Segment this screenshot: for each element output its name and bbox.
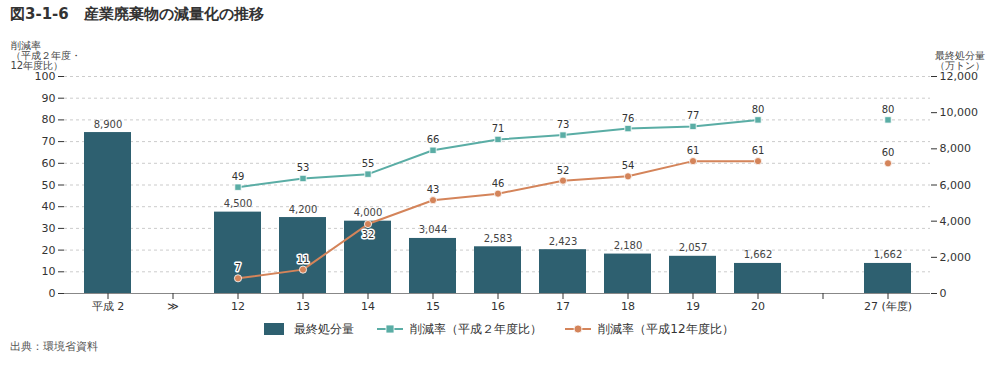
svg-text:43: 43 (427, 184, 440, 195)
svg-text:最終処分量（万トン）: 最終処分量（万トン） (935, 50, 985, 71)
svg-text:2,057: 2,057 (679, 242, 708, 253)
svg-text:32: 32 (362, 229, 375, 240)
svg-text:73: 73 (557, 119, 570, 130)
svg-text:55: 55 (362, 158, 375, 169)
svg-text:8,900: 8,900 (94, 119, 123, 130)
svg-text:70: 70 (42, 135, 56, 148)
svg-text:17: 17 (556, 300, 570, 313)
svg-text:7: 7 (235, 262, 241, 273)
svg-text:61: 61 (687, 145, 700, 156)
svg-text:80: 80 (42, 113, 56, 126)
svg-text:20: 20 (42, 244, 56, 257)
svg-text:1,662: 1,662 (744, 249, 773, 260)
svg-text:27 (年度): 27 (年度) (864, 300, 912, 313)
svg-text:76: 76 (622, 113, 635, 124)
svg-text:50: 50 (42, 179, 56, 192)
svg-text:49: 49 (232, 171, 245, 182)
svg-text:3,044: 3,044 (419, 224, 448, 235)
svg-text:15: 15 (426, 300, 440, 313)
svg-text:≫: ≫ (167, 300, 179, 313)
svg-text:54: 54 (622, 160, 635, 171)
svg-text:0: 0 (940, 287, 947, 300)
svg-text:14: 14 (361, 300, 375, 313)
svg-text:18: 18 (621, 300, 635, 313)
svg-text:100: 100 (35, 70, 56, 83)
svg-text:4,200: 4,200 (289, 204, 318, 215)
svg-text:20: 20 (751, 300, 765, 313)
svg-text:40: 40 (42, 200, 56, 213)
svg-text:52: 52 (557, 165, 570, 176)
svg-text:12,000: 12,000 (940, 70, 979, 83)
html-text:削減率（平成２年度比）: 削減率（平成２年度比） (410, 321, 543, 336)
svg-text:71: 71 (492, 123, 505, 134)
svg-text:13: 13 (296, 300, 310, 313)
svg-text:53: 53 (297, 162, 310, 173)
svg-text:90: 90 (42, 92, 56, 105)
svg-text:2,583: 2,583 (484, 233, 513, 244)
svg-text:12: 12 (231, 300, 245, 313)
html-text:図3-1-6 産業廃棄物の減量化の推移: 図3-1-6 産業廃棄物の減量化の推移 (10, 5, 264, 23)
svg-text:11: 11 (297, 254, 310, 265)
svg-text:削減率（平成２年度・12年度比）: 削減率（平成２年度・12年度比） (11, 40, 81, 71)
html-text:最終処分量: 最終処分量 (294, 321, 355, 336)
svg-text:4,000: 4,000 (940, 215, 972, 228)
svg-text:30: 30 (42, 222, 56, 235)
svg-text:16: 16 (491, 300, 505, 313)
svg-text:1,662: 1,662 (874, 249, 903, 260)
svg-text:平成 2: 平成 2 (92, 300, 125, 313)
svg-text:2,180: 2,180 (614, 240, 643, 251)
svg-text:19: 19 (686, 300, 700, 313)
svg-text:61: 61 (752, 145, 765, 156)
html-text:削減率（平成12年度比）: 削減率（平成12年度比） (598, 321, 734, 336)
svg-text:8,000: 8,000 (940, 142, 972, 155)
svg-text:6,000: 6,000 (940, 179, 972, 192)
svg-text:80: 80 (752, 104, 765, 115)
html-text:出典：環境省資料: 出典：環境省資料 (10, 340, 98, 353)
svg-text:2,000: 2,000 (940, 251, 972, 264)
svg-text:10: 10 (42, 265, 56, 278)
svg-text:80: 80 (882, 104, 895, 115)
svg-text:2,423: 2,423 (549, 236, 578, 247)
svg-text:46: 46 (492, 178, 505, 189)
svg-text:77: 77 (687, 110, 700, 121)
svg-text:4,000: 4,000 (354, 207, 383, 218)
svg-text:4,500: 4,500 (224, 198, 253, 209)
svg-text:60: 60 (882, 147, 895, 158)
svg-text:66: 66 (427, 134, 440, 145)
svg-text:60: 60 (42, 157, 56, 170)
svg-text:0: 0 (49, 287, 56, 300)
svg-text:10,000: 10,000 (940, 106, 979, 119)
